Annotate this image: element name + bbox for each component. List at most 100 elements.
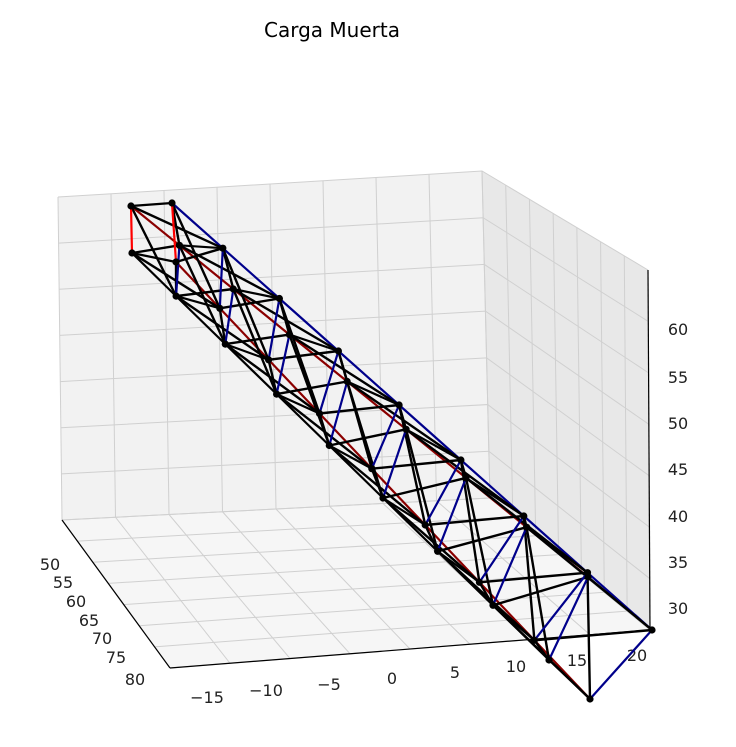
diagonal-member [275,380,349,396]
diagonal-member [533,628,654,642]
truss-node [221,340,229,348]
diagonal-member [478,571,589,584]
bottom-chord-member [275,393,331,447]
vertical-member [588,628,654,701]
vertical-member [478,514,525,584]
vertical-member [218,247,224,310]
truss-node [462,474,470,482]
grid-line [77,516,513,542]
transverse-member [586,575,654,632]
transverse-member [288,333,340,353]
truss-node [168,199,176,207]
diagonal-member [491,575,590,607]
diagonal-member [221,246,235,291]
transverse-member [381,496,427,527]
vertical-member [436,476,468,553]
vertical-member [424,458,462,527]
z-axis-line [647,269,651,631]
grid-line [115,516,231,664]
top-chord-member [459,458,525,518]
truss-node [127,202,135,210]
bottom-chord-member [224,343,278,396]
chart-title: Carga Muerta [264,18,400,42]
top-chord-member [398,403,462,462]
diagonal-member [178,244,227,346]
truss-node [229,285,237,293]
y-tick-label: 60 [66,592,86,611]
truss-node [216,304,224,312]
truss-node [434,547,442,555]
vertical-member [170,201,178,264]
grid-line [623,255,628,612]
diagonal-member [267,349,340,361]
diagonal-member [370,467,385,500]
diagonal-member [328,428,408,447]
truss-node [402,425,410,433]
grid-line [139,591,605,627]
diagonal-member [346,380,385,500]
transverse-member [346,380,401,407]
truss-node [175,241,183,249]
top-chord-member [129,204,181,247]
y-tick-label: 80 [125,670,145,689]
transverse-member [405,428,462,462]
diagonal-member [318,403,401,415]
y-axis-line [61,519,171,669]
transverse-member [328,444,373,470]
diagonal-member [318,412,331,447]
transverse-member [464,476,525,518]
diagonal-member [478,581,495,607]
vertical-member [267,297,281,361]
z-tick-label: 35 [668,553,688,572]
truss-node [334,347,342,355]
grid-line [576,227,582,574]
vertical-member [175,244,181,298]
top-chord-member [288,333,349,383]
truss-structure [127,199,656,703]
grid-line [92,535,536,563]
vertical-member [533,571,589,642]
grid-line [528,199,537,536]
bottom-chord-member [370,467,427,527]
z-tick-label: 60 [668,320,688,339]
transverse-member [275,393,321,415]
truss-node [489,601,497,609]
y-tick-label: 70 [92,629,112,648]
x-tick-label: 10 [506,657,526,676]
top-chord-member [337,349,401,407]
vertical-member [328,380,349,447]
bottom-chord-member [175,295,227,346]
transverse-member [129,201,174,208]
x-tick-label: 0 [387,669,397,688]
grid-line [481,170,491,499]
truss-node [586,695,594,703]
grid-line [269,183,277,510]
vertical-member [129,204,134,255]
truss-node [457,456,465,464]
transverse-member [178,244,224,250]
vertical-member [547,575,590,662]
truss-node [545,656,553,664]
truss-node [523,523,531,531]
top-chord-member [170,201,224,250]
floor-pane [62,498,650,668]
truss-node [421,521,429,529]
vertical-member [275,333,291,396]
z-tick-label: 45 [668,460,688,479]
y-tick-label: 55 [53,573,73,592]
z-tick-label: 50 [668,414,688,433]
y-tick-label: 65 [79,611,99,630]
diagonal-member [130,244,181,255]
truss-node [265,356,273,364]
truss-node [530,636,539,644]
x-tick-label: 5 [450,663,460,682]
truss-node [395,401,403,409]
truss-node [172,258,180,266]
grid-line [552,213,560,555]
vertical-member [381,428,408,500]
z-tick-label: 30 [668,599,688,618]
grid-line [57,196,63,521]
grid-line [600,241,605,593]
top-chord-member [221,247,281,300]
